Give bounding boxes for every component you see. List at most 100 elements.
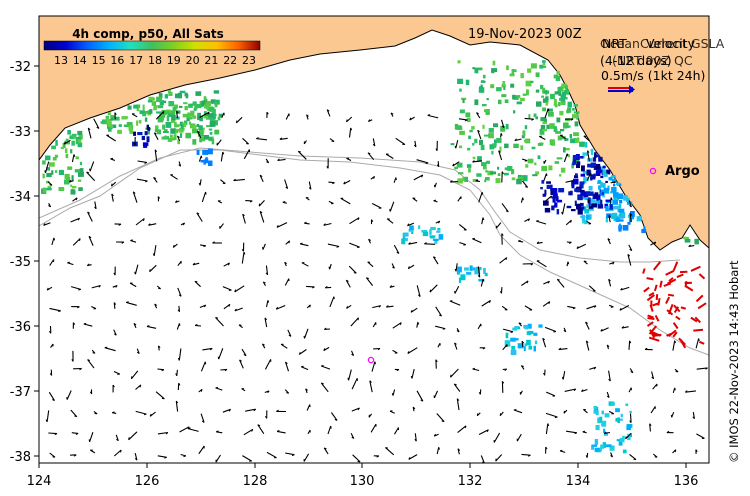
sst-pixel bbox=[46, 180, 50, 184]
current-arrow-head bbox=[433, 184, 436, 188]
current-arrow bbox=[349, 242, 360, 248]
current-arrow-head bbox=[308, 187, 312, 190]
sst-pixel bbox=[583, 194, 589, 198]
current-arrow-head bbox=[563, 410, 565, 414]
current-arrow bbox=[48, 432, 58, 435]
sst-pixel bbox=[78, 171, 84, 177]
current-arrow bbox=[539, 135, 546, 140]
sst-pixel bbox=[491, 150, 494, 155]
sst-pixel bbox=[203, 135, 209, 140]
sst-pixel bbox=[521, 135, 525, 139]
sst-pixel bbox=[563, 147, 566, 153]
current-arrow-head bbox=[228, 408, 232, 412]
sst-pixel bbox=[593, 406, 598, 409]
current-arrow-head bbox=[146, 325, 150, 327]
sst-pixel bbox=[482, 104, 487, 107]
current-arrow bbox=[223, 262, 230, 267]
current-arrow bbox=[436, 447, 440, 455]
current-arrow-head bbox=[234, 308, 237, 312]
current-arrow bbox=[348, 265, 357, 274]
sst-pixel bbox=[544, 189, 547, 196]
sst-pixel bbox=[564, 122, 569, 129]
current-arrow-head bbox=[395, 177, 397, 181]
sst-pixel bbox=[575, 173, 578, 177]
sst-pixel bbox=[199, 137, 203, 143]
x-tick-label: 136 bbox=[674, 474, 699, 489]
current-arrow bbox=[66, 390, 72, 400]
sst-pixel bbox=[540, 187, 543, 190]
current-arrow bbox=[155, 391, 165, 400]
current-arrow-head bbox=[87, 359, 91, 362]
current-arrow-head bbox=[450, 180, 453, 183]
sst-pixel bbox=[511, 177, 516, 181]
current-arrow-head bbox=[227, 262, 230, 266]
sst-pixel bbox=[554, 202, 558, 208]
hf-radar-arrow bbox=[672, 261, 679, 271]
current-arrow-head bbox=[86, 263, 90, 266]
sst-pixel bbox=[533, 345, 536, 352]
sst-pixel bbox=[604, 432, 608, 436]
sst-pixel bbox=[576, 161, 581, 165]
plot-frame bbox=[38, 15, 710, 464]
sst-pixel bbox=[166, 115, 170, 122]
sst-pixel bbox=[589, 214, 592, 220]
sst-pixel bbox=[194, 105, 198, 110]
sst-pixel bbox=[110, 117, 114, 121]
sst-pixel bbox=[567, 154, 570, 158]
current-arrow-head bbox=[357, 317, 359, 321]
current-arrow bbox=[458, 118, 468, 121]
hf-radar-arrow bbox=[648, 292, 655, 297]
sst-pixel bbox=[202, 149, 209, 155]
sst-pixel bbox=[162, 124, 166, 130]
current-arrow bbox=[472, 238, 482, 244]
current-arrow-head bbox=[346, 305, 349, 309]
current-arrow bbox=[303, 328, 309, 339]
sst-pixel bbox=[192, 125, 197, 130]
current-arrow-head bbox=[495, 458, 497, 462]
y-tick-label: -35 bbox=[10, 255, 31, 270]
sst-pixel bbox=[193, 107, 197, 111]
sst-pixel bbox=[483, 74, 486, 79]
current-arrow bbox=[450, 368, 459, 378]
sst-pixel bbox=[168, 101, 175, 107]
sst-pixel bbox=[590, 148, 594, 153]
current-arrow-head bbox=[572, 307, 576, 310]
current-arrow bbox=[280, 343, 288, 349]
current-arrow bbox=[454, 342, 458, 350]
sst-pixel bbox=[618, 441, 623, 446]
sst-pixel bbox=[594, 439, 599, 445]
sst-pixel bbox=[532, 174, 538, 177]
sst-pixel bbox=[560, 95, 566, 102]
sst-pixel bbox=[591, 444, 595, 450]
sst-pixel bbox=[542, 60, 546, 63]
current-arrow-head bbox=[409, 117, 412, 121]
current-arrow-head bbox=[266, 111, 269, 115]
sst-pixel bbox=[430, 236, 435, 239]
sst-pixel bbox=[177, 139, 180, 145]
hf-radar-arrow bbox=[667, 278, 677, 285]
colorbar-tick-label: 15 bbox=[92, 54, 106, 67]
current-arrow-head bbox=[558, 347, 562, 350]
sst-pixel bbox=[184, 106, 188, 111]
sst-pixel bbox=[535, 171, 540, 175]
sst-pixel bbox=[185, 93, 189, 99]
current-arrow-head bbox=[390, 112, 394, 115]
current-arrow-head bbox=[424, 242, 427, 245]
current-arrow-head bbox=[175, 200, 178, 203]
sst-pixel bbox=[65, 176, 71, 183]
current-arrow bbox=[351, 407, 360, 412]
current-arrow-head bbox=[154, 149, 158, 153]
sst-pixel bbox=[456, 162, 463, 168]
current-arrow-head bbox=[87, 211, 90, 214]
sst-pixel bbox=[694, 238, 699, 245]
current-arrow bbox=[416, 285, 421, 297]
sst-pixel bbox=[510, 337, 516, 342]
current-arrow-head bbox=[547, 108, 550, 112]
sst-pixel bbox=[214, 129, 220, 135]
current-arrow-head bbox=[113, 302, 117, 305]
current-arrow bbox=[536, 260, 547, 268]
argo-float-marker[interactable] bbox=[367, 356, 375, 364]
argo-float-marker[interactable] bbox=[649, 167, 657, 175]
current-arrow-head bbox=[610, 306, 614, 308]
sst-pixel bbox=[209, 132, 213, 135]
